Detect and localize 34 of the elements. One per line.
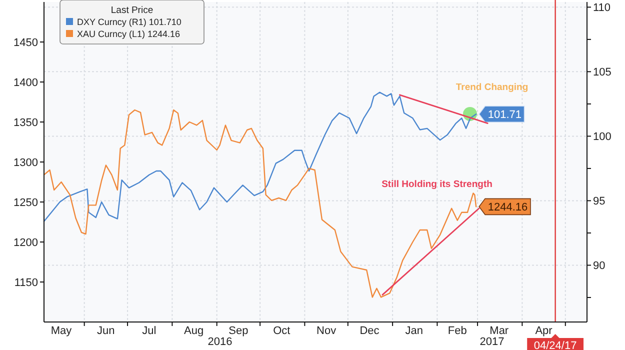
x-tick-label: May <box>50 325 72 337</box>
y2-tick-label: 95 <box>593 196 606 208</box>
annotation: Trend Changing <box>456 82 528 93</box>
y-tick-label: 1250 <box>14 197 38 209</box>
x-tick-label: Jun <box>97 325 115 337</box>
y2-tick-label: 100 <box>593 131 612 144</box>
annotation: Still Holding its Strength <box>382 179 493 190</box>
x-tick-label: Dec <box>360 325 380 337</box>
x-tick-label: Nov <box>316 325 337 337</box>
x-tick-label: Apr <box>535 325 553 337</box>
y-tick-label: 1450 <box>14 37 38 49</box>
ref-line-label: 04/24/17 <box>534 340 577 350</box>
y2-tick-label: 90 <box>593 260 606 272</box>
x-tick-label: Jan <box>405 325 424 337</box>
y-tick-label: 1350 <box>14 117 38 129</box>
x-tick-label: Jul <box>142 325 156 337</box>
y2-tick-label: 110 <box>593 2 611 14</box>
legend-label: XAU Curncy (L1) 1244.16 <box>77 29 180 39</box>
data-label: 101.71 <box>488 109 522 122</box>
legend-label: DXY Curncy (R1) 101.710 <box>77 17 182 27</box>
y-tick-label: 1200 <box>14 237 38 249</box>
y-tick-label: 1150 <box>14 277 38 289</box>
y-tick-label: 1300 <box>14 157 38 169</box>
x-tick-label: Aug <box>184 325 204 337</box>
legend-title: Last Price <box>110 5 154 16</box>
data-label: 1244.16 <box>488 202 528 214</box>
x-tick-label: Oct <box>273 325 290 337</box>
x-tick-label: Mar <box>490 325 509 337</box>
x-tick-label: Sep <box>228 325 248 337</box>
text: 2017 <box>480 336 504 348</box>
x-tick-label: Feb <box>448 325 467 337</box>
text: 2016 <box>208 336 232 348</box>
y-tick-label: 1400 <box>14 77 38 89</box>
y2-tick-label: 105 <box>593 66 612 79</box>
